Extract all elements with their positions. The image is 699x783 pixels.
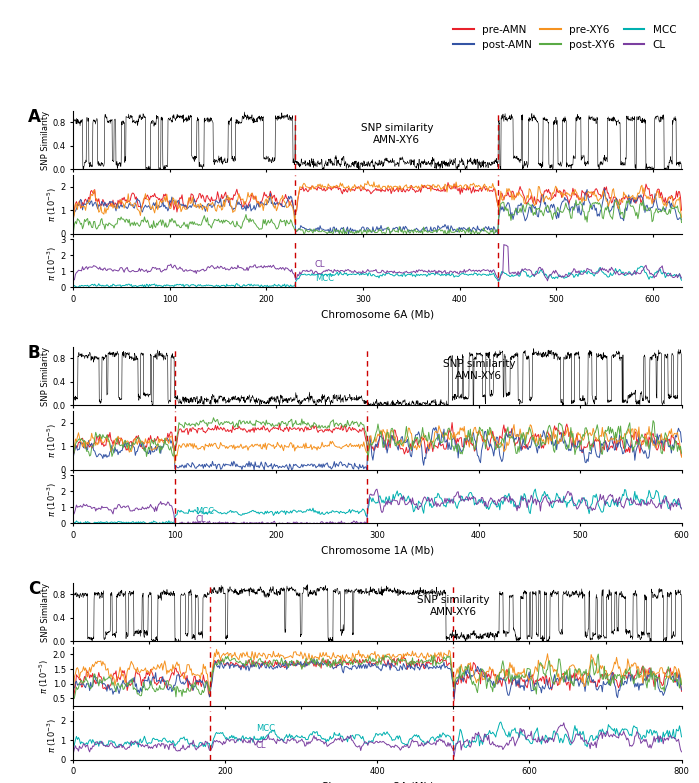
Legend: pre-AMN, post-AMN, pre-XY6, post-XY6, MCC, CL: pre-AMN, post-AMN, pre-XY6, post-XY6, MC… xyxy=(453,25,677,50)
Text: B: B xyxy=(28,344,41,362)
Text: SNP similarity
AMN-XY6: SNP similarity AMN-XY6 xyxy=(361,123,433,145)
X-axis label: Chromosome 1A (Mb): Chromosome 1A (Mb) xyxy=(321,546,434,556)
Text: CL: CL xyxy=(315,260,325,269)
X-axis label: Chromosome 2A (Mb): Chromosome 2A (Mb) xyxy=(321,781,434,783)
Text: CL: CL xyxy=(256,741,266,750)
Text: A: A xyxy=(28,107,41,125)
Y-axis label: SNP Similarity: SNP Similarity xyxy=(41,583,50,641)
Y-axis label: $\pi$ (10$^{-3}$): $\pi$ (10$^{-3}$) xyxy=(45,482,59,517)
Text: SNP similarity
AMN-XY6: SNP similarity AMN-XY6 xyxy=(417,595,490,617)
Y-axis label: $\pi$ (10$^{-3}$): $\pi$ (10$^{-3}$) xyxy=(45,718,59,753)
Y-axis label: $\pi$ (10$^{-5}$): $\pi$ (10$^{-5}$) xyxy=(45,187,59,222)
X-axis label: Chromosome 6A (Mb): Chromosome 6A (Mb) xyxy=(321,309,434,319)
Y-axis label: $\pi$ (10$^{-5}$): $\pi$ (10$^{-5}$) xyxy=(38,659,51,694)
Y-axis label: $\pi$ (10$^{-3}$): $\pi$ (10$^{-3}$) xyxy=(45,246,59,281)
Text: CL: CL xyxy=(195,515,206,524)
Text: C: C xyxy=(28,579,40,597)
Y-axis label: $\pi$ (10$^{-5}$): $\pi$ (10$^{-5}$) xyxy=(45,423,59,458)
Y-axis label: SNP Similarity: SNP Similarity xyxy=(41,110,50,169)
Text: MCC: MCC xyxy=(315,274,333,283)
Text: SNP similarity
AMN-XY6: SNP similarity AMN-XY6 xyxy=(442,359,515,381)
Text: MCC: MCC xyxy=(195,507,214,516)
Y-axis label: SNP Similarity: SNP Similarity xyxy=(41,346,50,406)
Text: MCC: MCC xyxy=(256,723,275,733)
